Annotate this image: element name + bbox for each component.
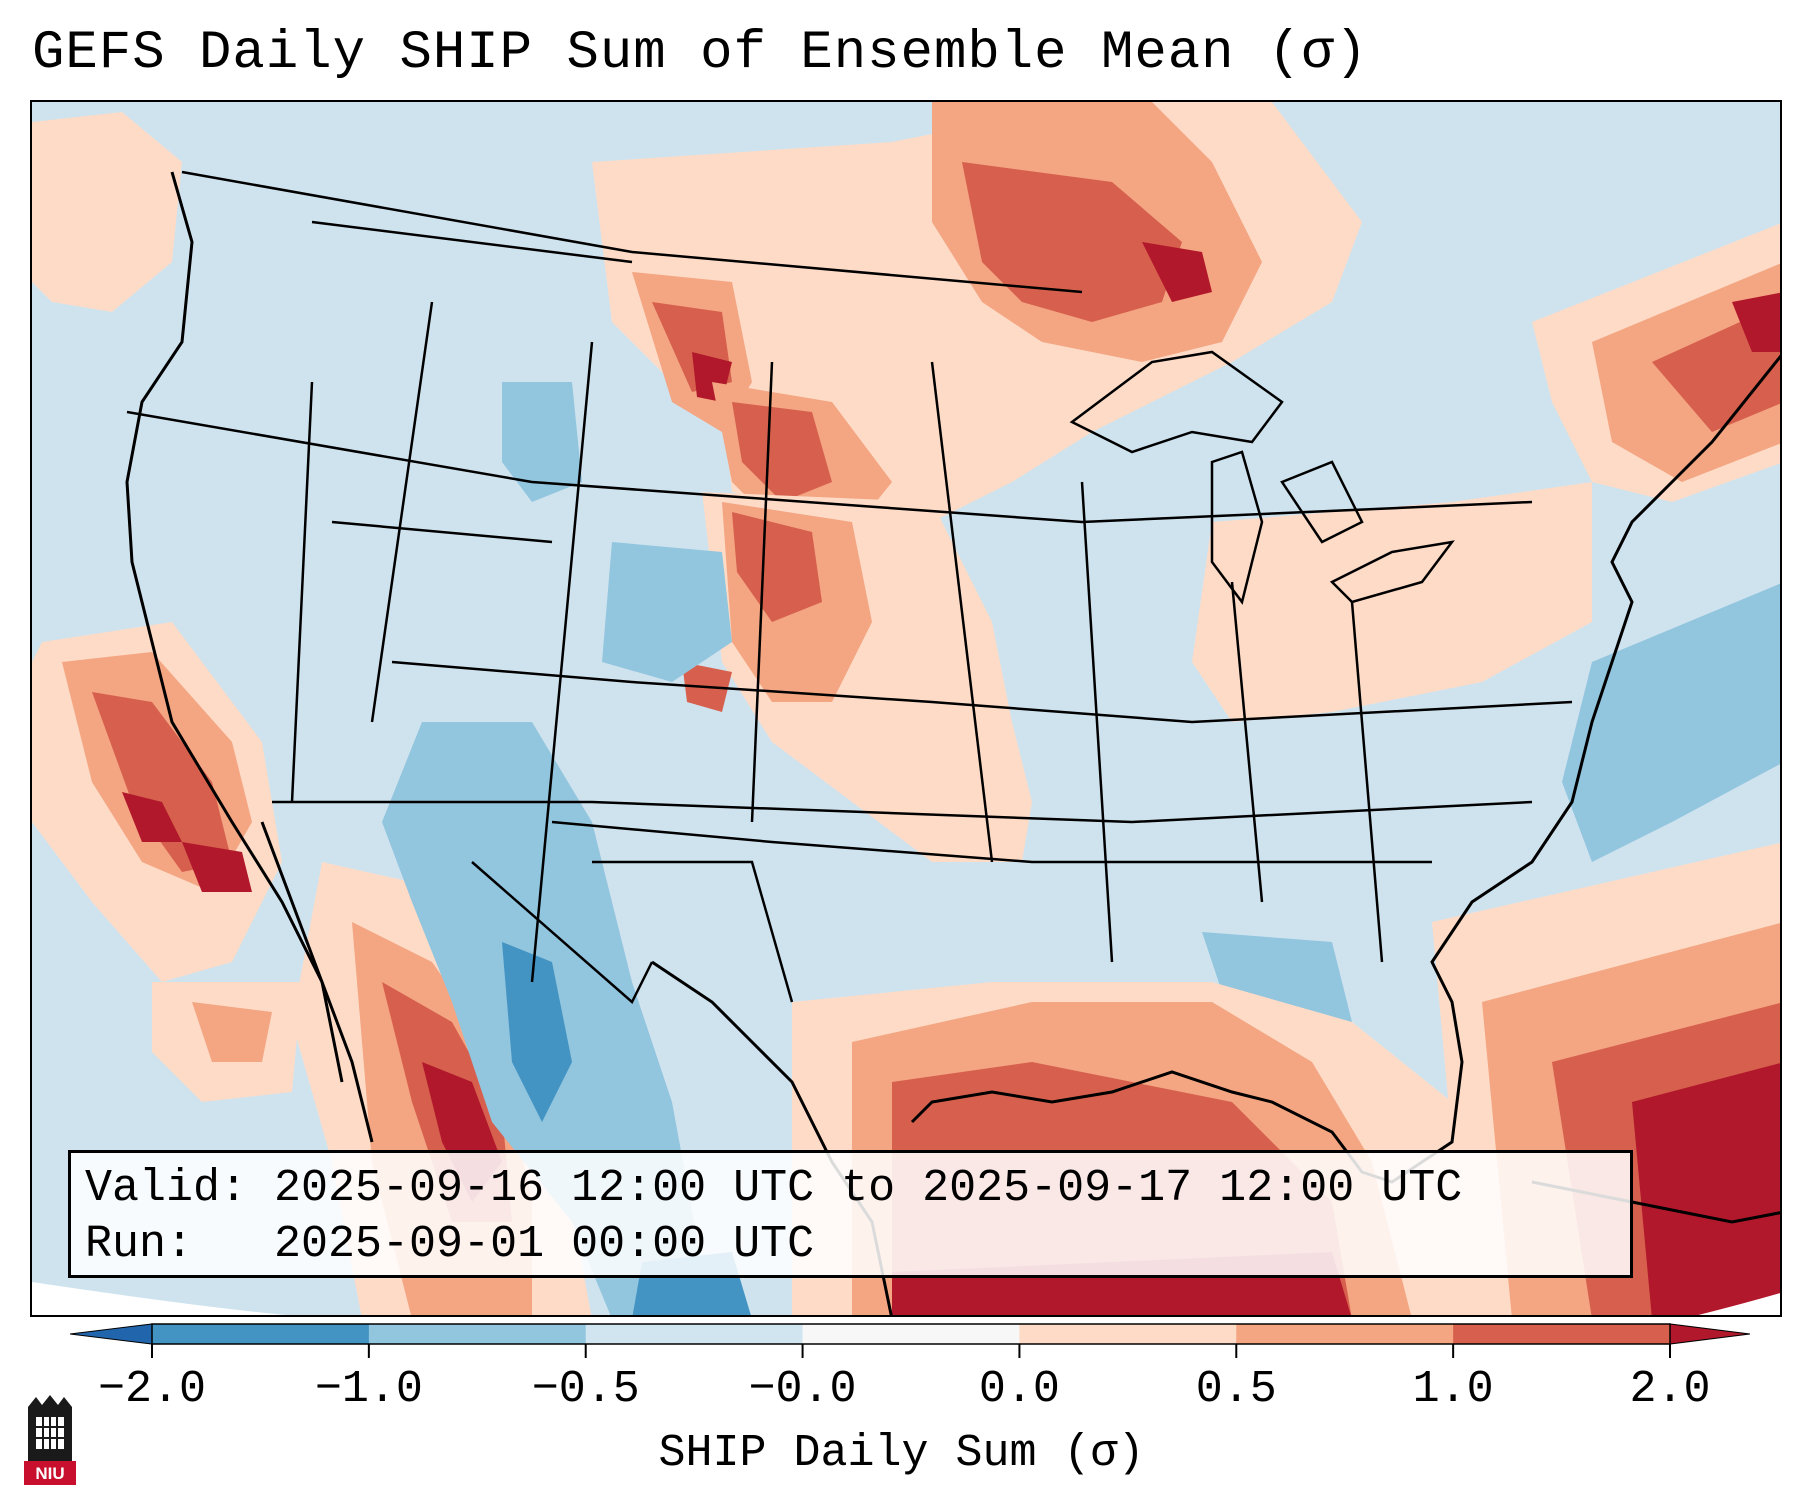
university-tower-logo: NIU [24,1395,76,1485]
colorbar-tick-label: 1.0 [1412,1364,1494,1415]
anomaly-region [32,112,182,312]
run-time-text: Run: 2025-09-01 00:00 UTC [85,1219,815,1270]
colorbar-tick-label: 0.0 [978,1364,1060,1415]
colorbar-tick-label: −0.5 [531,1364,640,1415]
great-lakes [1069,350,1455,605]
map-title: GEFS Daily SHIP Sum of Ensemble Mean (σ) [32,23,1369,84]
colorbar-bin [1019,1324,1237,1344]
colorbar-tick-label: 2.0 [1629,1364,1711,1415]
colorbar-bin [368,1324,587,1344]
colorbar-tick-label: −1.0 [314,1364,423,1415]
colorbar-bin [1236,1324,1454,1344]
map-panel [30,100,1782,1317]
projection-edge [32,1282,286,1315]
colorbar-tick-label: −2.0 [97,1364,207,1415]
colorbar-bin-extend-high [1669,1323,1750,1345]
anomaly-region-west-mexico [32,622,302,1102]
state-borders [126,170,1573,1005]
colorbar-tick-label: 0.5 [1195,1364,1277,1415]
colorbar-bin [152,1324,370,1344]
validity-info-box: Valid: 2025-09-16 12:00 UTC to 2025-09-1… [68,1150,1633,1278]
projection-edge-right [1698,1293,1780,1315]
logo-text: NIU [35,1464,64,1483]
colorbar-outline [151,1323,1671,1345]
colorbar-bin [585,1324,804,1344]
colorbar-bin-extend-low [70,1323,153,1345]
colorbar-bin [1453,1324,1671,1344]
colorbar-tick-label: −0.0 [748,1364,857,1415]
colorbar-bin [802,1324,1020,1344]
anomaly-map [32,102,1780,1315]
colorbar [70,1323,1750,1358]
colorbar-label: SHIP Daily Sum (σ) [658,1428,1145,1479]
anomaly-region-north-central [592,102,1362,532]
valid-time-text: Valid: 2025-09-16 12:00 UTC to 2025-09-1… [85,1163,1463,1214]
